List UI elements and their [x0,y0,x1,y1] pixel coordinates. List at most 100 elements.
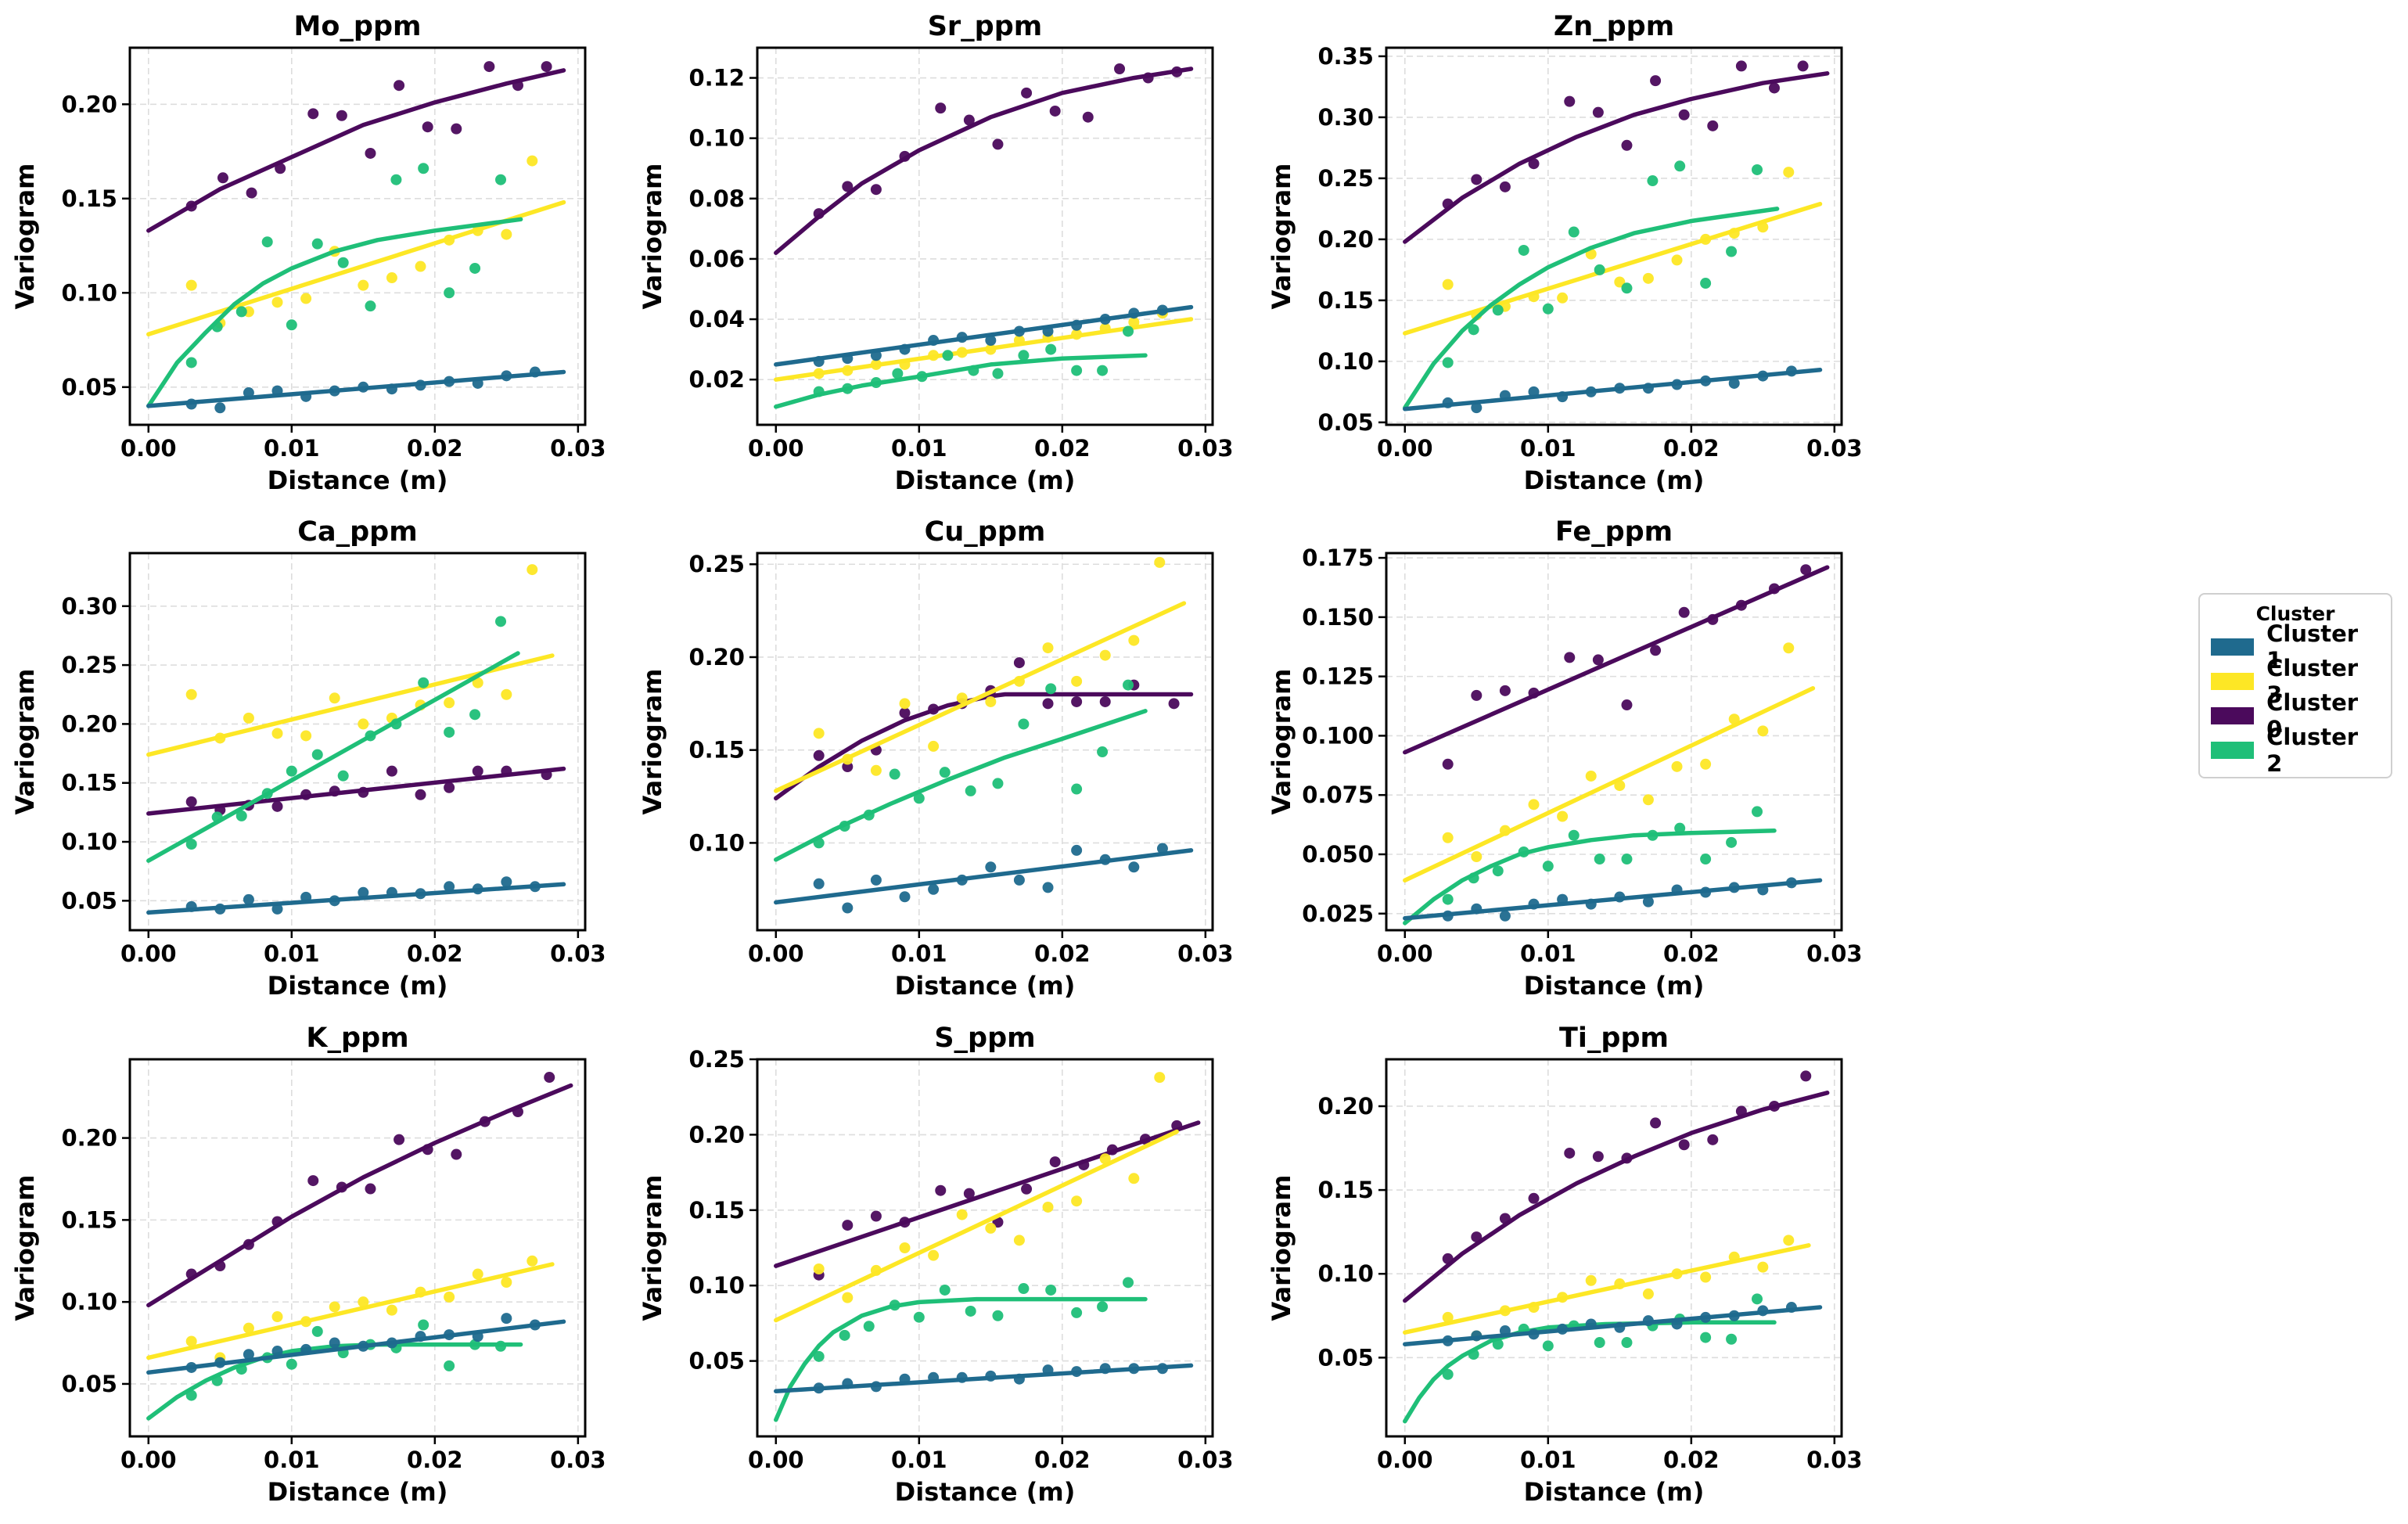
data-point [512,80,523,92]
data-point [839,1329,850,1341]
y-axis-label: Variogram [1267,164,1296,310]
y-tick-label: 0.04 [688,306,745,332]
data-point [451,1148,462,1160]
data-point [1674,160,1686,172]
fit-line [1403,368,1823,412]
data-point [415,888,426,900]
data-point [870,874,882,886]
y-axis-label: Variogram [10,669,40,815]
data-point [358,1340,369,1352]
data-point [1468,324,1479,336]
data-point [813,837,825,849]
x-tick-label: 0.00 [120,940,177,967]
x-tick-label: 0.01 [264,940,320,967]
fit-line [146,651,520,863]
y-tick-label: 0.15 [1317,287,1374,314]
data-point [1071,329,1083,340]
data-point [336,110,347,121]
fit-line [1403,207,1780,410]
data-point [472,377,483,389]
data-point [1528,158,1540,170]
data-point [1099,314,1111,325]
data-point [842,353,854,365]
data-point [1021,1183,1033,1195]
chart-panel-k-ppm: 0.00 0.01 0.02 0.03 0.05 0.10 0.15 0.20 K_ppm Dis… [10,1023,606,1507]
fit-line [1403,828,1777,926]
data-point [1785,365,1797,377]
y-tick-label: 0.05 [1317,1344,1374,1371]
y-tick-label: 0.05 [1317,409,1374,436]
data-point [870,1210,882,1222]
data-point [863,1321,875,1332]
data-point [1564,1147,1576,1159]
chart-title: K_ppm [306,1023,408,1054]
data-point [1013,675,1025,687]
data-point [329,785,340,797]
data-point [300,730,312,742]
data-point [243,1238,254,1250]
data-point [842,383,854,394]
data-point [541,61,552,73]
data-point [1097,746,1109,758]
data-point [214,732,226,744]
legend-item-cluster-0: Cluster 0 [2211,689,2380,742]
data-point [1154,1072,1166,1084]
data-point [1757,884,1769,896]
data-point [300,1343,312,1355]
data-point [870,377,882,389]
data-point [1471,903,1483,915]
y-tick-label: 0.10 [1317,348,1374,375]
data-point [1528,687,1540,699]
data-point [1592,106,1604,118]
data-point [529,1319,541,1331]
data-point [1045,1284,1057,1296]
data-point [501,370,512,382]
data-point [479,1116,491,1127]
data-point [1671,379,1683,390]
legend-item-cluster-2: Cluster 2 [2211,724,2380,777]
data-point [1518,244,1529,256]
y-tick-label: 0.20 [688,1121,745,1148]
axes-frame [128,552,587,932]
legend-label: Cluster 3 [2266,655,2359,708]
data-point [337,770,349,782]
y-tick-label: 0.12 [688,65,745,92]
data-point [870,1264,882,1276]
data-point [1650,645,1662,656]
data-point [1642,1288,1654,1299]
data-point [243,387,254,399]
data-point [415,379,426,391]
chart-panel-mo-ppm: 0.00 0.01 0.02 0.03 0.05 0.10 0.15 0.20 Mo_ppm Di… [10,11,606,495]
data-point [358,786,369,798]
y-tick-label: 0.10 [61,1289,117,1315]
x-axis-label: Distance (m) [895,465,1076,495]
x-tick-label: 0.00 [1377,435,1433,462]
data-point [889,768,900,780]
data-point [1564,95,1576,107]
data-point [1071,696,1083,707]
data-point [185,200,197,212]
data-point [1585,1318,1597,1330]
data-point [1783,1235,1795,1246]
data-point [365,147,376,159]
data-point [271,1311,283,1323]
data-point [185,839,197,850]
data-point [842,365,854,376]
data-point [985,1222,997,1234]
data-point [1785,1302,1797,1314]
data-point [842,1220,854,1231]
x-tick-label: 0.02 [1663,435,1720,462]
x-tick-label: 0.00 [748,940,804,967]
data-point [1735,60,1747,72]
data-point [928,335,940,347]
data-point [1128,316,1140,328]
fit-line [1403,565,1830,755]
data-point [1564,652,1576,663]
y-tick-label: 0.25 [1317,165,1374,192]
x-axis-label: Distance (m) [268,1477,448,1507]
data-point [1671,884,1683,896]
y-tick-label: 0.20 [61,710,117,737]
y-tick-label: 0.08 [688,185,745,212]
data-point [870,350,882,361]
data-point [916,371,928,383]
